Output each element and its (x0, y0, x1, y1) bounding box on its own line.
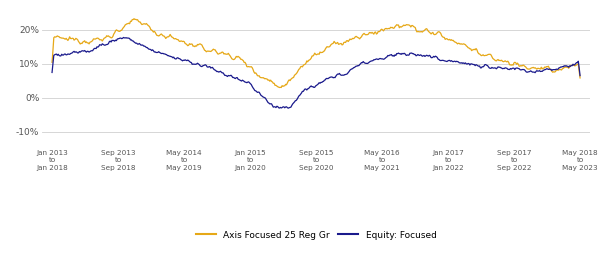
Legend: Axis Focused 25 Reg Gr, Equity: Focused: Axis Focused 25 Reg Gr, Equity: Focused (192, 227, 440, 243)
